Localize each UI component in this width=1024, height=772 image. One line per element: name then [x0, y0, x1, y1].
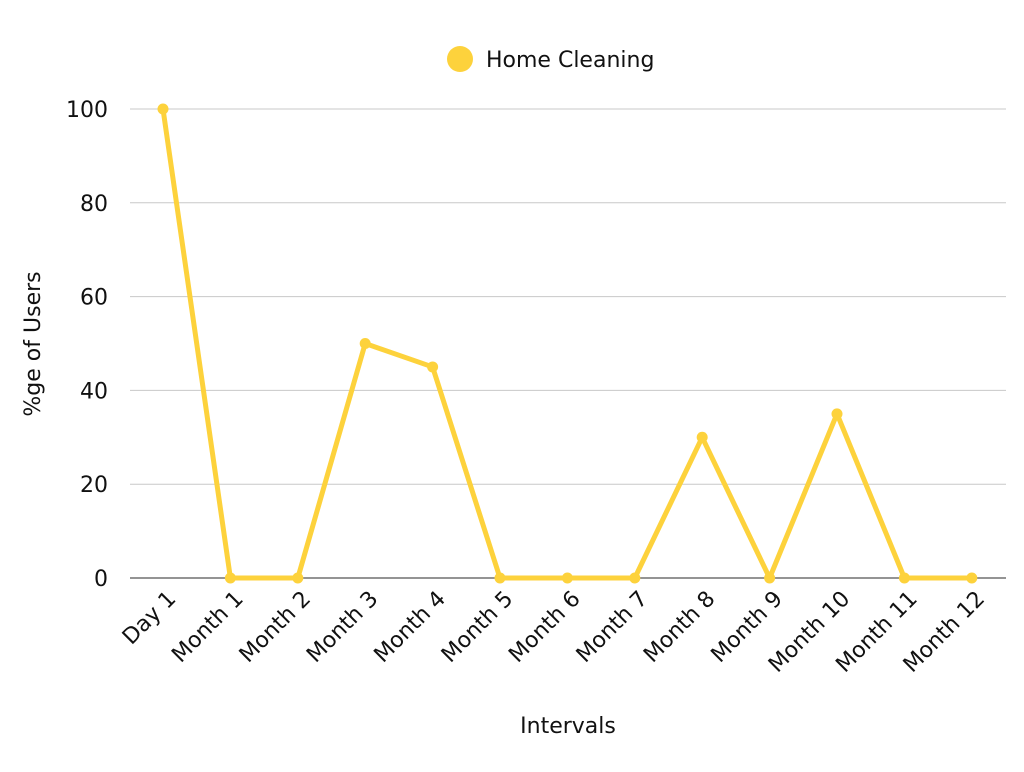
data-point — [157, 103, 169, 115]
y-tick-label: 0 — [94, 567, 108, 592]
y-tick-label: 60 — [80, 286, 108, 311]
y-axis-title: %ge of Users — [21, 271, 46, 416]
legend: Home Cleaning — [447, 46, 654, 73]
x-tick-label: Month 4 — [370, 587, 451, 668]
data-point — [629, 572, 641, 584]
data-point — [292, 572, 304, 584]
series-layer — [157, 103, 978, 584]
data-point — [696, 431, 708, 443]
x-tick-label: Month 6 — [504, 587, 585, 668]
data-point — [898, 572, 910, 584]
data-point — [359, 338, 371, 349]
x-tick-label: Month 1 — [167, 587, 248, 668]
y-tick-label: 80 — [80, 192, 108, 217]
x-tick-label: Month 5 — [437, 587, 518, 668]
y-tick-label: 100 — [66, 98, 108, 123]
x-tick-label: Month 8 — [639, 587, 720, 668]
y-tick-label: 20 — [80, 473, 108, 498]
data-point — [494, 572, 506, 584]
y-tick-label: 40 — [80, 379, 108, 404]
data-point — [224, 572, 236, 584]
legend-label: Home Cleaning — [486, 48, 654, 73]
x-tick-label: Month 7 — [572, 587, 653, 668]
x-tick-label: Month 3 — [302, 587, 383, 668]
data-point — [764, 572, 776, 584]
x-tick-label: Month 2 — [235, 587, 316, 668]
x-axis-title: Intervals — [520, 714, 616, 739]
grid-lines — [130, 108, 1006, 579]
data-point — [561, 572, 573, 584]
data-point — [831, 408, 843, 420]
x-tick-label: Day 1 — [118, 587, 181, 650]
series-line — [160, 106, 975, 581]
y-axis-ticks: 0 20 40 60 80 100 — [66, 98, 108, 592]
data-point — [966, 572, 978, 584]
legend-swatch — [447, 46, 473, 72]
data-point — [427, 361, 439, 373]
